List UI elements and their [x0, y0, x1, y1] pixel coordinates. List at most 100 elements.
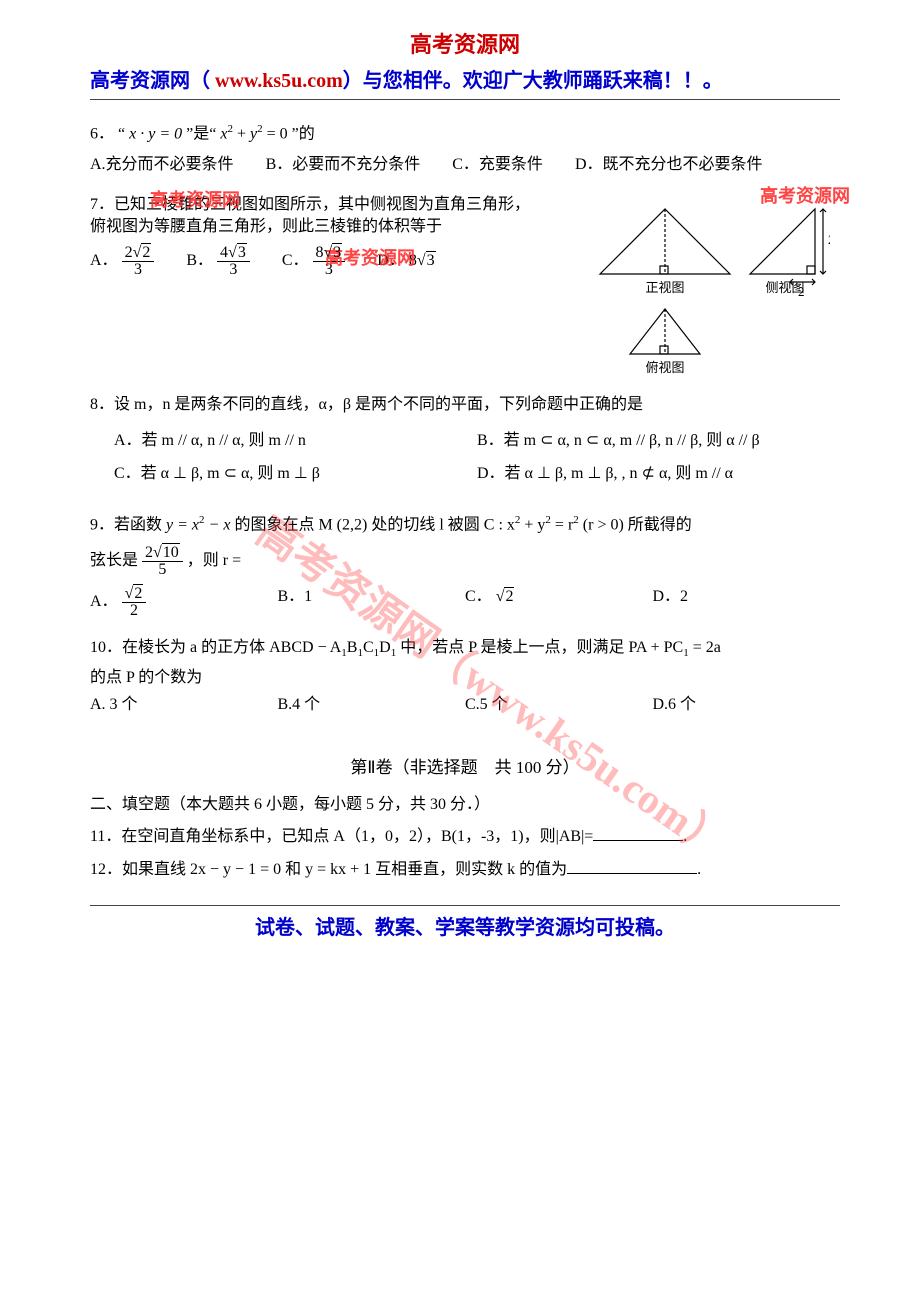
q12-tail: .: [697, 861, 701, 878]
q8-opt-c: C．若 α ⊥ β, m ⊂ α, 则 m ⊥ β: [114, 463, 477, 485]
q9-opt-b: B．1: [278, 586, 466, 619]
q10-opt-d: D.6 个: [653, 694, 841, 716]
banner-url: www.ks5u.com: [215, 70, 343, 92]
q9-a: 若函数: [114, 516, 166, 533]
q10-opt-a: A. 3 个: [90, 694, 278, 716]
q12-number: 12．: [90, 861, 122, 878]
q7-d-rad: 3: [426, 251, 436, 269]
q7-d-num: 8: [409, 252, 417, 269]
q12-text: 如果直线 2x − y − 1 = 0 和 y = kx + 1 互相垂直，则实…: [122, 861, 567, 878]
banner: 高考资源网（ www.ks5u.com）与您相伴。欢迎广大教师踊跃来稿！！。: [90, 67, 840, 95]
q6-opt-a: A.充分而不必要条件: [90, 156, 234, 173]
q7-b-den: 3: [217, 261, 250, 278]
question-10: 10．在棱长为 a 的正方体 ABCD − A1B1C1D1 中，若点 P 是棱…: [90, 637, 840, 716]
q9-a-rad: 2: [133, 584, 143, 602]
q10-d: D: [379, 639, 391, 656]
q7-figure: 正视图 侧视图 2√3 2 俯视图: [590, 194, 830, 381]
q8-number: 8．: [90, 396, 114, 413]
q9-opt-d: D．2: [653, 586, 841, 619]
q9-b: 的图象在点 M (2,2) 处的切线 l 被圆 C : x: [230, 516, 514, 533]
q7-opt-d: D． 83: [377, 252, 435, 269]
q9-opt-c: C． 2: [465, 586, 653, 619]
q6-options: A.充分而不必要条件 B．必要而不充分条件 C．充要条件 D．既不充分也不必要条…: [90, 154, 840, 176]
q7-b-rad: 3: [237, 243, 247, 261]
q9-eqr: = r: [551, 516, 573, 533]
q7-a-den: 3: [122, 261, 155, 278]
top-rule: [90, 99, 840, 100]
q10-stb: 中，若点 P 是棱上一点，则满足 PA + PC: [396, 639, 683, 656]
page: 高考资源网 高考资源网（ www.ks5u.com）与您相伴。欢迎广大教师踊跃来…: [0, 0, 920, 982]
fig-front-label: 正视图: [645, 280, 684, 295]
q9-chord-rad: 10: [162, 543, 180, 561]
q10-opt-b: B.4 个: [278, 694, 466, 716]
q9-rc: (r > 0) 所截得的: [579, 516, 692, 533]
q6-opt-c: C．充要条件: [452, 156, 543, 173]
q9-c-rad: 2: [504, 587, 514, 605]
q8-opt-d: D．若 α ⊥ β, m ⊥ β, , n ⊄ α, 则 m // α: [477, 463, 840, 485]
q9-a-den: 2: [122, 602, 147, 619]
q6-opt-d: D．既不充分也不必要条件: [575, 156, 763, 173]
q7-a-rad: 2: [141, 243, 151, 261]
q9-line2a: 弦长是: [90, 552, 142, 569]
q7-a-label: A．: [90, 252, 118, 269]
q6-opt-b: B．必要而不充分条件: [266, 156, 421, 173]
footer-text: 试卷、试题、教案、学案等教学资源均可投稿。: [90, 914, 840, 962]
q7-number: 7．: [90, 196, 114, 213]
q7-a-num: 2: [125, 244, 133, 261]
question-11: 11．在空间直角坐标系中，已知点 A（1，0，2），B(1，-3，1)，则|AB…: [90, 826, 840, 848]
three-views-svg: 正视图 侧视图 2√3 2 俯视图: [590, 194, 830, 374]
q6-close: ”的: [288, 125, 315, 142]
question-9: 9．若函数 y = x2 − x 的图象在点 M (2,2) 处的切线 l 被圆…: [90, 513, 840, 619]
q12-blank: [567, 860, 697, 874]
q9-a-label: A．: [90, 593, 118, 610]
q6-plus: +: [233, 125, 250, 142]
q11-text: 在空间直角坐标系中，已知点 A（1，0，2），B(1，-3，1)，则|AB|=: [121, 828, 593, 845]
q7-options: A． 223 B． 433 C． 833 D． 83: [90, 245, 570, 278]
q10-eq: = 2a: [689, 639, 721, 656]
q10-c: C: [363, 639, 374, 656]
q9-opt-a: A． 22: [90, 586, 278, 619]
q7-c-num: 8: [316, 244, 324, 261]
fig-top-label: 俯视图: [645, 360, 684, 374]
q8-stem: 设 m，n 是两条不同的直线，α，β 是两个不同的平面，下列命题中正确的是: [114, 396, 643, 413]
q9-line2b: ，则 r =: [187, 552, 241, 569]
question-6: 6． “ x · y = 0 ”是“ x2 + y2 = 0 ”的 A.充分而不…: [90, 122, 840, 176]
q6-number: 6．: [90, 125, 114, 142]
q9-number: 9．: [90, 516, 114, 533]
section-2-title: 第Ⅱ卷（非选择题 共 100 分）: [90, 756, 840, 780]
q9-fn: y = x: [166, 516, 199, 533]
q6-eq0: = 0: [263, 125, 288, 142]
q6-quote-open: “: [118, 125, 129, 142]
q11-tail: .: [683, 828, 687, 845]
q7-opt-b: B． 433: [186, 252, 253, 269]
banner-prefix: 高考资源网（: [90, 70, 215, 92]
q8-options: A．若 m // α, n // α, 则 m // n B．若 m ⊂ α, …: [90, 430, 840, 495]
fig-height: 2√3: [828, 232, 830, 247]
q7-c-den: 3: [313, 261, 346, 278]
fig-base: 2: [798, 284, 805, 299]
fill-heading: 二、填空题（本大题共 6 小题，每小题 5 分，共 30 分．）: [90, 794, 840, 816]
q8-opt-b: B．若 m ⊂ α, n ⊂ α, m // β, n // β, 则 α //…: [477, 430, 840, 452]
q10-options: A. 3 个 B.4 个 C.5 个 D.6 个: [90, 694, 840, 716]
q10-number: 10．: [90, 639, 122, 656]
question-12: 12．如果直线 2x − y − 1 = 0 和 y = kx + 1 互相垂直…: [90, 859, 840, 881]
bottom-rule: [90, 905, 840, 906]
q9-chord-den: 5: [142, 561, 183, 578]
q7-b-num: 4: [220, 244, 228, 261]
q6-mid: ”是“: [182, 125, 220, 142]
q7-d-label: D．: [377, 252, 405, 269]
q7-opt-a: A． 223: [90, 252, 158, 269]
q7-line2: 俯视图为等腰直角三角形，则此三棱锥的体积等于: [90, 218, 442, 235]
q9-options: A． 22 B．1 C． 2 D．2: [90, 586, 840, 619]
q7-c-rad: 3: [332, 243, 342, 261]
q10-b: B: [347, 639, 358, 656]
question-8: 8．设 m，n 是两条不同的直线，α，β 是两个不同的平面，下列命题中正确的是 …: [90, 394, 840, 495]
banner-suffix: ）与您相伴。欢迎广大教师踊跃来稿！！。: [343, 70, 723, 92]
q7-c-label: C．: [282, 252, 309, 269]
q9-c-label: C．: [465, 588, 492, 605]
q7-b-label: B．: [186, 252, 213, 269]
q7-opt-c: C． 833: [282, 252, 349, 269]
q9-py: + y: [520, 516, 545, 533]
q7-line1: 已知三棱锥的三视图如图所示，其中侧视图为直角三角形，: [114, 196, 530, 213]
q11-blank: [593, 827, 683, 841]
